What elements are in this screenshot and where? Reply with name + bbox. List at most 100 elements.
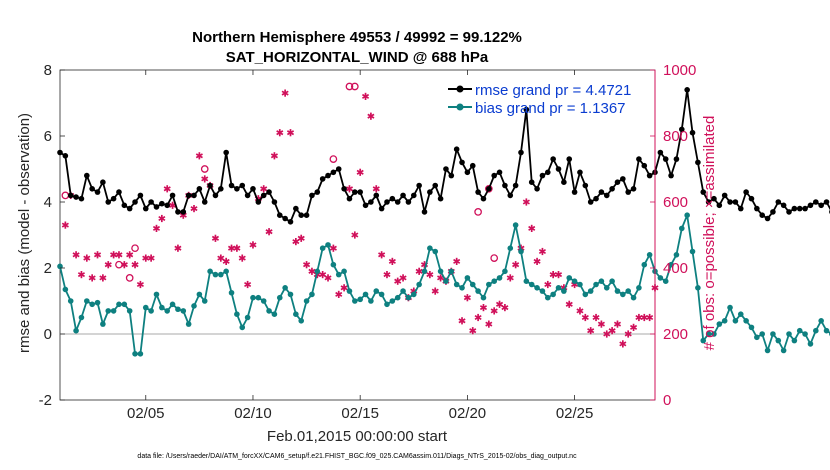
y-right-tick-label: 1000 <box>663 62 696 79</box>
rmse-point <box>496 169 503 176</box>
obs-assimilated-marker <box>61 221 69 229</box>
obs-assimilated-marker <box>190 205 198 213</box>
bias-point <box>400 288 406 294</box>
rmse-point <box>754 205 760 212</box>
obs-assimilated-marker <box>372 185 380 193</box>
rmse-point <box>432 182 439 189</box>
bias-point <box>164 308 171 314</box>
bias-point <box>110 308 117 314</box>
rmse-point <box>679 126 685 133</box>
obs-assimilated-marker <box>415 267 423 275</box>
rmse-point <box>512 182 519 189</box>
rmse-point <box>528 179 535 185</box>
bias-point <box>62 286 69 293</box>
rmse-point <box>169 192 176 199</box>
rmse-point <box>823 199 830 205</box>
obs-possible-marker <box>131 244 139 253</box>
bias-point <box>764 347 771 354</box>
bias-point <box>410 291 417 298</box>
bias-point <box>598 278 605 285</box>
bias-point <box>754 334 760 341</box>
rmse-point <box>164 202 171 209</box>
bias-point <box>394 294 401 301</box>
obs-assimilated-marker <box>136 280 144 289</box>
rmse-point <box>475 189 481 195</box>
rmse-point <box>153 204 160 210</box>
obs-assimilated-marker <box>490 307 498 315</box>
bias-point <box>748 324 755 331</box>
bias-point <box>518 248 524 255</box>
bias-point <box>223 268 229 275</box>
y-axis-label: rmse and bias (model - observation) <box>16 113 33 353</box>
rmse-point <box>110 195 117 202</box>
rmse-point <box>689 129 696 136</box>
rmse-point <box>218 186 224 192</box>
bias-point <box>368 298 374 304</box>
rmse-point <box>126 205 133 212</box>
bias-point <box>228 289 235 296</box>
bias-point <box>443 278 449 285</box>
rmse-point <box>780 202 787 209</box>
series-lines <box>57 87 830 357</box>
bias-point <box>528 281 535 288</box>
bias-point <box>791 337 798 344</box>
obs-assimilated-marker <box>233 244 241 252</box>
bias-point <box>319 245 326 251</box>
rmse-point <box>352 189 358 195</box>
obs-possible-marker <box>484 184 493 193</box>
bias-point <box>480 294 487 301</box>
obs-assimilated-marker <box>587 327 595 335</box>
bias-point <box>116 301 122 308</box>
obs-assimilated-marker <box>635 313 643 322</box>
rmse-point <box>518 149 524 156</box>
obs-assimilated-marker <box>592 313 600 322</box>
obs-assimilated-marker <box>394 277 402 285</box>
obs-possible-marker <box>61 191 70 200</box>
bias-point <box>775 337 782 344</box>
bias-point <box>689 248 696 255</box>
obs-assimilated-marker <box>211 234 220 242</box>
bias-point <box>287 291 294 298</box>
obs-assimilated-marker <box>431 287 439 295</box>
obs-possible-marker <box>345 82 354 91</box>
bias-point <box>587 288 594 294</box>
chart-title: Northern Hemisphere 49553 / 49992 = 99.1… <box>192 29 522 46</box>
obs-assimilated-marker <box>388 257 396 265</box>
rmse-point <box>802 205 808 212</box>
rmse-point <box>416 182 422 189</box>
y-tick-label: -2 <box>39 392 52 409</box>
bias-point <box>544 294 551 301</box>
rmse-point <box>732 199 739 205</box>
rmse-point <box>620 176 626 182</box>
obs-assimilated-marker <box>469 327 477 335</box>
bias-point <box>196 291 203 298</box>
bias-point <box>737 311 744 318</box>
obs-possible-marker <box>329 155 338 163</box>
bias-point <box>352 298 358 304</box>
rmse-point <box>180 209 187 215</box>
bias-point <box>818 318 824 324</box>
rmse-point <box>309 192 315 199</box>
rmse-point <box>561 179 567 185</box>
rmse-point <box>807 202 814 209</box>
bias-point <box>191 303 197 309</box>
rmse-point <box>271 199 278 205</box>
rmse-point <box>630 186 637 192</box>
obs-assimilated-marker <box>93 251 102 259</box>
obs-assimilated-marker <box>565 300 573 308</box>
bias-point <box>448 268 455 275</box>
obs-possible-marker <box>474 208 482 216</box>
obs-assimilated-marker <box>126 251 134 259</box>
bias-point <box>507 245 514 251</box>
bias-point <box>802 331 808 337</box>
obs-assimilated-marker <box>335 290 343 298</box>
rmse-point <box>250 186 256 192</box>
rmse-point <box>786 209 792 215</box>
obs-assimilated-marker <box>522 198 530 206</box>
legend-marker-bias <box>456 103 464 111</box>
bias-point <box>823 327 830 334</box>
rmse-point <box>534 186 540 192</box>
rmse-point <box>405 199 412 205</box>
rmse-point <box>191 192 197 199</box>
rmse-point <box>764 215 771 222</box>
